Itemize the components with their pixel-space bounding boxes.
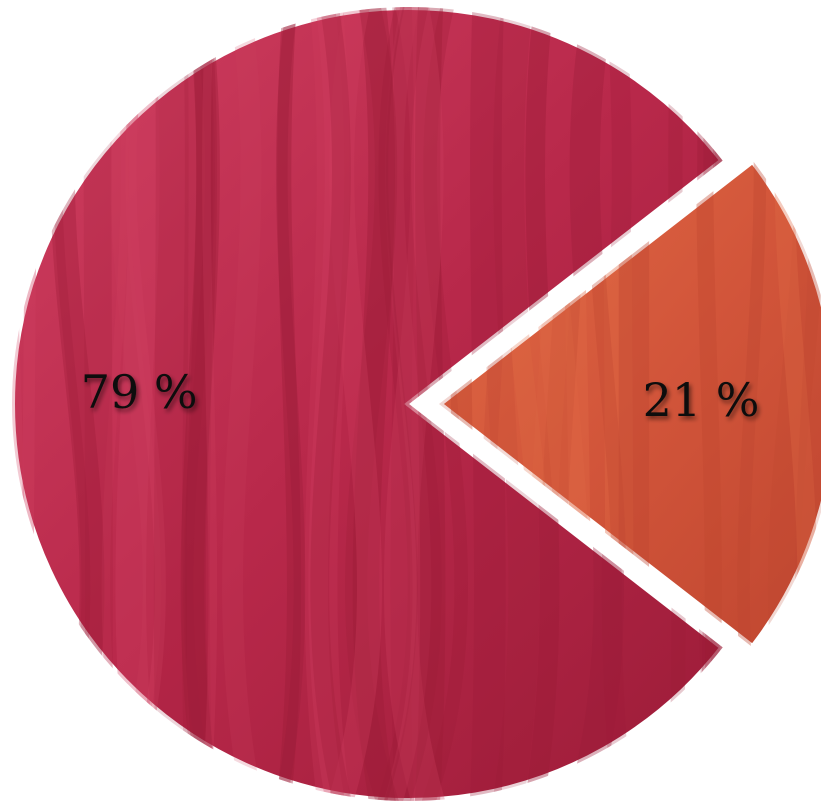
pie-labels: 79 % 21 % — [81, 365, 760, 427]
pie-slice-1 — [434, 156, 821, 652]
pie-slice-label-0: 79 % — [81, 365, 198, 419]
pie-slice-0 — [9, 4, 727, 801]
pie-slice-texture-1 — [439, 160, 821, 648]
pie-slice-label-1: 21 % — [643, 373, 760, 427]
